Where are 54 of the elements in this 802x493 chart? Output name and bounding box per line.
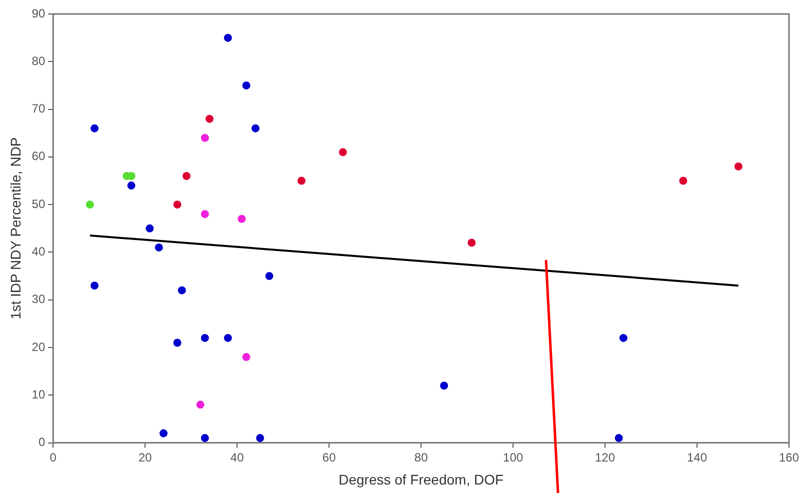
point: [206, 114, 214, 123]
point: [252, 124, 260, 132]
point: [146, 224, 154, 232]
y-tick-label: 80: [32, 54, 46, 68]
point: [614, 434, 623, 442]
x-tick-label: 20: [138, 450, 152, 464]
point: [242, 353, 250, 362]
point: [90, 282, 99, 290]
point: [86, 200, 94, 209]
x-tick-label: 120: [595, 450, 616, 464]
point: [90, 124, 99, 132]
point: [154, 243, 163, 252]
x-tick-label: 80: [414, 450, 428, 464]
y-tick-label: 40: [32, 244, 46, 259]
x-axis-title: Degress of Freedom, DOF: [338, 471, 504, 488]
point: [679, 176, 688, 185]
point: [224, 334, 232, 342]
point: [178, 286, 186, 294]
point: [238, 214, 246, 223]
point: [160, 429, 168, 438]
point: [468, 238, 476, 247]
y-tick-label: 0: [38, 435, 46, 450]
point: [182, 172, 191, 180]
point: [200, 210, 209, 218]
point: [297, 176, 306, 185]
y-tick-label: 70: [32, 102, 46, 116]
point: [338, 148, 347, 156]
point: [173, 200, 182, 209]
y-tick-label: 60: [32, 149, 46, 164]
y-tick-label: 50: [32, 196, 46, 211]
point: [619, 334, 628, 342]
x-tick-label: 100: [503, 450, 524, 464]
point: [224, 34, 232, 42]
x-tick-label: 60: [322, 450, 336, 464]
point: [196, 400, 204, 409]
y-tick-label: 30: [32, 292, 46, 306]
point: [200, 334, 209, 342]
point: [734, 162, 742, 170]
x-tick-label: 0: [50, 450, 57, 464]
y-tick-label: 90: [32, 6, 46, 20]
point: [242, 81, 250, 90]
point: [200, 434, 209, 442]
y-tick-label: 20: [32, 340, 46, 354]
x-tick-label: 40: [230, 450, 244, 464]
y-axis-title: 1st IDP NDY Percentile, NDP: [7, 137, 24, 320]
point: [256, 434, 264, 442]
point: [200, 134, 209, 142]
point: [127, 182, 136, 190]
point: [440, 382, 448, 390]
x-tick-label: 160: [778, 450, 800, 464]
x-tick-label: 140: [686, 450, 708, 464]
y-tick-label: 10: [32, 387, 46, 402]
point: [265, 272, 274, 280]
point: [173, 338, 182, 347]
